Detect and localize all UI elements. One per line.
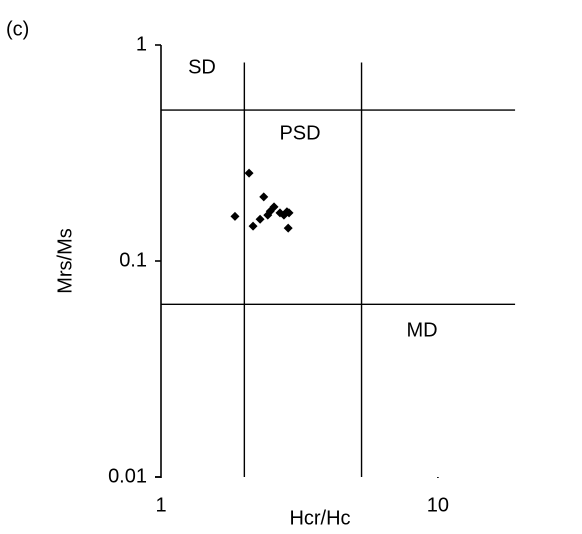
- y-tick-label: 1: [136, 33, 147, 55]
- region-label: SD: [188, 56, 216, 78]
- region-label: PSD: [279, 122, 320, 144]
- y-tick-label: 0.1: [119, 249, 147, 271]
- x-axis-label: Hcr/Hc: [289, 507, 350, 529]
- data-point: [283, 223, 293, 233]
- data-point: [284, 208, 294, 218]
- data-point: [230, 211, 240, 221]
- x-tick-label: 1: [155, 494, 166, 516]
- y-axis-label: Mrs/Ms: [54, 228, 76, 294]
- data-point: [244, 168, 254, 178]
- region-label: MD: [406, 319, 437, 341]
- data-point: [255, 214, 265, 224]
- data-point: [259, 192, 269, 202]
- data-point: [269, 202, 279, 212]
- data-point: [248, 221, 258, 231]
- y-tick-label: 0.01: [108, 465, 147, 487]
- x-tick-label: 10: [427, 494, 449, 516]
- panel-label: (c): [6, 18, 29, 40]
